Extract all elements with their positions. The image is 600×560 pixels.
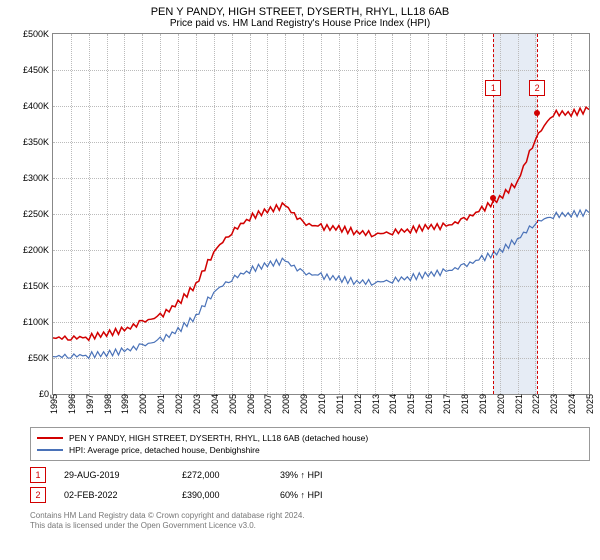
legend-item: PEN Y PANDY, HIGH STREET, DYSERTH, RHYL,… [37,432,583,444]
x-axis-label: 2011 [335,395,345,414]
sale-row: 2 02-FEB-2022 £390,000 60% ↑ HPI [30,485,590,505]
x-axis-label: 2007 [263,394,273,414]
y-axis-label: £400K [23,101,53,111]
x-axis-label: 2024 [567,394,577,414]
x-axis-label: 1995 [49,394,59,414]
y-axis-label: £450K [23,65,53,75]
y-axis-label: £200K [23,245,53,255]
chart-title: PEN Y PANDY, HIGH STREET, DYSERTH, RHYL,… [0,0,600,18]
sale-marker-1: 1 [30,467,46,483]
marker-dot-1 [490,195,496,201]
y-axis-label: £300K [23,173,53,183]
sale-date: 02-FEB-2022 [64,490,164,500]
x-axis-label: 2016 [424,394,434,414]
x-axis-label: 2009 [299,394,309,414]
x-axis-label: 2005 [228,394,238,414]
x-axis-label: 2020 [496,394,506,414]
sale-delta: 60% ↑ HPI [280,490,323,500]
chart-area: £0£50K£100K£150K£200K£250K£300K£350K£400… [52,33,590,423]
marker-dot-2 [534,110,540,116]
marker-label-2: 2 [529,80,545,96]
x-axis-label: 2004 [210,394,220,414]
sale-price: £390,000 [182,490,262,500]
y-axis-label: £150K [23,281,53,291]
sale-date: 29-AUG-2019 [64,470,164,480]
x-axis-label: 2003 [192,394,202,414]
legend-text: HPI: Average price, detached house, Denb… [69,445,260,455]
y-axis-label: £100K [23,317,53,327]
x-axis-label: 2001 [156,394,166,414]
x-axis-label: 1997 [85,394,95,414]
footer-line-1: Contains HM Land Registry data © Crown c… [30,511,590,521]
y-axis-label: £500K [23,29,53,39]
sale-row: 1 29-AUG-2019 £272,000 39% ↑ HPI [30,465,590,485]
x-axis-label: 2018 [460,394,470,414]
x-axis-label: 2025 [585,394,595,414]
legend-item: HPI: Average price, detached house, Denb… [37,444,583,456]
marker-label-1: 1 [485,80,501,96]
chart-subtitle: Price paid vs. HM Land Registry's House … [0,18,600,33]
x-axis-label: 2022 [531,394,541,414]
legend-swatch [37,449,63,451]
sale-price: £272,000 [182,470,262,480]
x-axis-label: 2000 [138,394,148,414]
footer-line-2: This data is licensed under the Open Gov… [30,521,590,531]
sale-delta: 39% ↑ HPI [280,470,323,480]
x-axis-label: 2012 [353,394,363,414]
x-axis-label: 2021 [514,394,524,414]
series-hpi [53,34,589,394]
x-axis-label: 2002 [174,394,184,414]
x-axis-label: 2019 [478,394,488,414]
x-axis-label: 2006 [246,394,256,414]
x-axis-label: 1996 [67,394,77,414]
x-axis-label: 2015 [406,394,416,414]
chart-container: PEN Y PANDY, HIGH STREET, DYSERTH, RHYL,… [0,0,600,560]
y-axis-label: £250K [23,209,53,219]
y-axis-label: £350K [23,137,53,147]
x-axis-label: 2014 [388,394,398,414]
sales-table: 1 29-AUG-2019 £272,000 39% ↑ HPI 2 02-FEB-202… [30,465,590,505]
sale-marker-2: 2 [30,487,46,503]
x-axis-label: 2013 [371,394,381,414]
legend-swatch [37,437,63,439]
footer-text: Contains HM Land Registry data © Crown c… [30,511,590,532]
x-axis-label: 2010 [317,394,327,414]
legend-box: PEN Y PANDY, HIGH STREET, DYSERTH, RHYL,… [30,427,590,461]
plot-area: £0£50K£100K£150K£200K£250K£300K£350K£400… [52,33,590,395]
x-axis-label: 2023 [549,394,559,414]
x-axis-label: 1999 [120,394,130,414]
x-axis-label: 2017 [442,394,452,414]
x-axis-label: 1998 [103,394,113,414]
legend-text: PEN Y PANDY, HIGH STREET, DYSERTH, RHYL,… [69,433,368,443]
x-axis-label: 2008 [281,394,291,414]
y-axis-label: £50K [28,353,53,363]
